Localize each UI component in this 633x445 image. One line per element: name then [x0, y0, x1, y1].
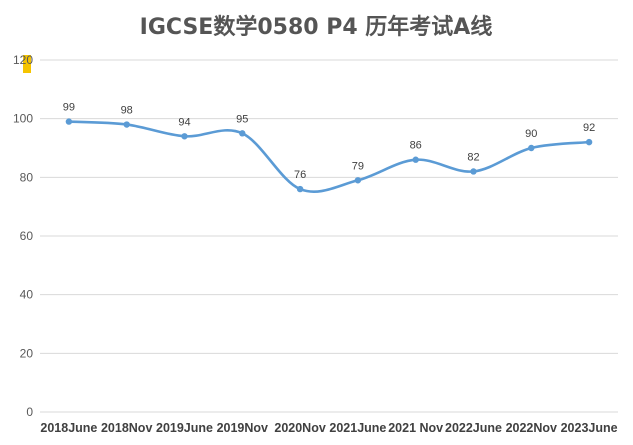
grid-lines — [40, 59, 618, 413]
x-tick-label: 2018Nov — [101, 421, 152, 435]
data-label: 76 — [294, 169, 306, 181]
data-label: 94 — [178, 116, 190, 128]
y-tick-label: 100 — [13, 112, 33, 126]
chart-title: IGCSE数学0580 P4 历年考试A线 — [140, 14, 493, 40]
data-point — [470, 168, 477, 175]
accent-tag — [23, 55, 31, 73]
series-line — [68, 120, 590, 193]
data-label: 79 — [352, 160, 364, 172]
data-label: 90 — [525, 128, 537, 140]
x-axis-ticks: 2018June 2018Nov 2019June 2019Nov 2020Nov 202… — [40, 421, 617, 435]
data-point — [123, 121, 130, 128]
x-tick-label: 2018June — [40, 421, 97, 435]
data-point — [65, 118, 73, 125]
x-tick-label: 2021 Nov — [388, 421, 443, 435]
data-point — [296, 185, 304, 193]
data-label: 98 — [121, 105, 133, 117]
y-tick-label: 80 — [20, 170, 34, 184]
data-point — [181, 133, 188, 140]
y-tick-label: 60 — [20, 229, 34, 243]
y-tick-label: 0 — [26, 405, 33, 419]
x-tick-label: 2019Nov — [217, 421, 268, 435]
series-markers — [65, 118, 593, 193]
data-point — [239, 130, 246, 137]
data-point — [585, 138, 593, 146]
data-label: 99 — [63, 102, 75, 114]
x-tick-label: 2019June — [156, 421, 213, 435]
x-tick-label: 2020Nov — [274, 421, 325, 435]
y-tick-label: 40 — [20, 288, 34, 302]
y-tick-label: 120 — [13, 53, 33, 67]
data-label: 92 — [583, 122, 595, 134]
y-axis-ticks: 0 20 40 60 80 100 120 — [13, 53, 33, 419]
data-label: 86 — [410, 140, 422, 152]
data-label: 95 — [236, 113, 248, 125]
data-point — [528, 144, 535, 152]
x-tick-label: 2023June — [561, 421, 618, 435]
x-tick-label: 2021June — [329, 421, 386, 435]
x-tick-label: 2022June — [445, 421, 502, 435]
data-labels: 99 98 94 95 76 79 86 82 90 92 — [63, 102, 595, 181]
data-point — [412, 156, 419, 163]
x-tick-label: 2022Nov — [506, 421, 557, 435]
data-label: 82 — [467, 151, 479, 163]
data-point — [354, 177, 362, 184]
y-tick-label: 20 — [20, 346, 34, 360]
